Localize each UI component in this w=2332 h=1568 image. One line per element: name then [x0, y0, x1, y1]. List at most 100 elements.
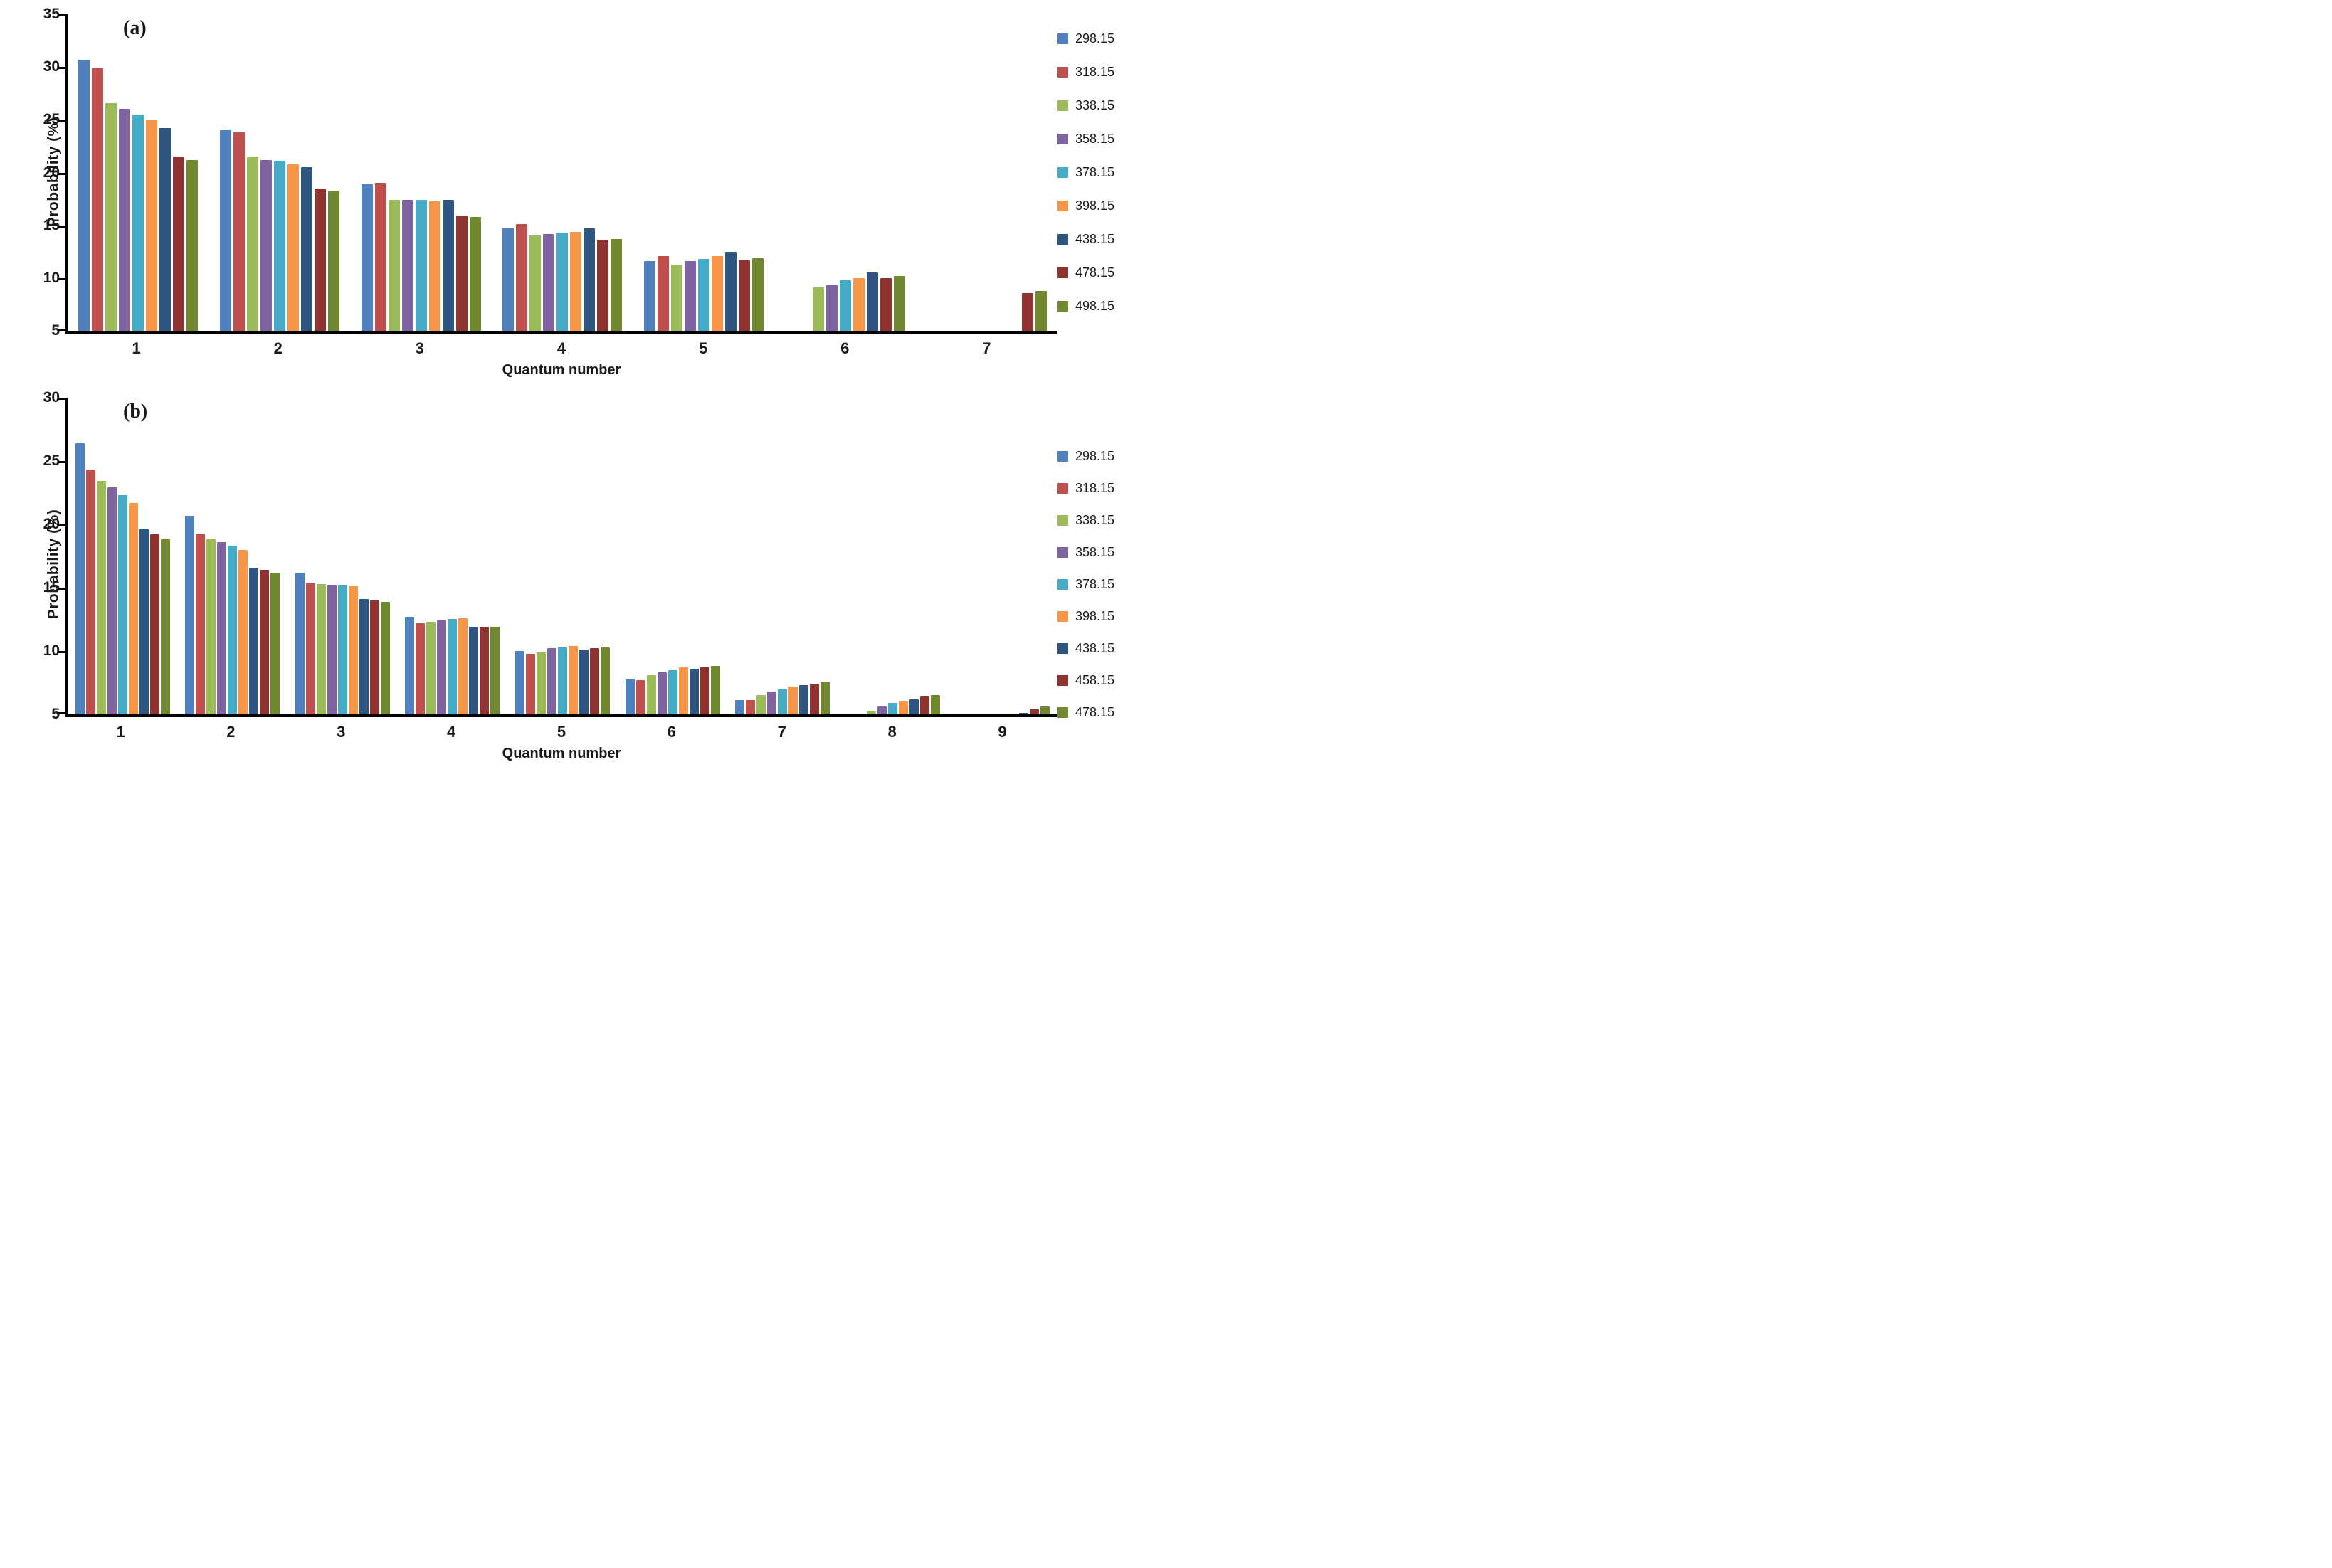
legend-label: 358.15 [1075, 131, 1115, 146]
y-tick-mark [58, 651, 65, 653]
bar [700, 667, 709, 714]
legend-swatch-icon [1057, 300, 1068, 312]
bar-group [405, 398, 500, 714]
panel-b-x-tick-labels: 1 2 3 4 5 6 7 8 9 [65, 723, 1057, 741]
bar [159, 128, 172, 331]
legend-item: 358.15 [1057, 132, 1166, 146]
bar [380, 602, 390, 714]
bar [160, 539, 170, 714]
legend-swatch-icon [1057, 674, 1068, 686]
bar [185, 516, 195, 714]
bar [767, 692, 777, 714]
bar [315, 189, 327, 331]
legend-label: 378.15 [1075, 164, 1115, 179]
bar [132, 115, 144, 331]
bar [525, 654, 535, 714]
x-tick-label: 2 [226, 723, 236, 741]
bar [909, 699, 919, 714]
legend-swatch-icon [1057, 482, 1068, 494]
legend-label: 438.15 [1075, 640, 1115, 655]
bar [428, 201, 440, 331]
panel-b-bars [68, 398, 1057, 714]
legend-item: 298.15 [1057, 31, 1166, 46]
x-tick-label: 1 [116, 723, 125, 741]
bar-group [644, 14, 764, 331]
bar [752, 258, 764, 331]
bar [898, 701, 908, 714]
y-tick-label: 20 [43, 164, 60, 181]
x-tick-label: 7 [982, 339, 991, 357]
legend-label: 298.15 [1075, 448, 1115, 463]
bar [1040, 706, 1050, 714]
panel-b-plot-column: (b) 1 2 3 4 5 6 7 8 9 Quantum number [58, 392, 1057, 784]
y-tick-mark [58, 277, 65, 280]
legend-item: 298.15 [1057, 449, 1166, 463]
bar [657, 672, 667, 714]
legend-item: 478.15 [1057, 705, 1166, 719]
bar [893, 276, 905, 331]
bar [812, 287, 824, 331]
legend-label: 478.15 [1075, 265, 1115, 280]
bar [301, 167, 313, 331]
y-tick-mark [58, 588, 65, 590]
bar-group [361, 14, 481, 331]
x-tick-label: 6 [840, 339, 850, 357]
bar [490, 627, 500, 714]
legend-item: 358.15 [1057, 545, 1166, 559]
panel-b-y-axis-ticks: 30 25 20 15 10 5 [26, 389, 65, 784]
bar-group [220, 14, 340, 331]
panel-a-bars [68, 14, 1057, 331]
y-tick-mark [58, 524, 65, 526]
x-tick-label: 2 [273, 339, 283, 357]
bar [821, 682, 830, 714]
x-tick-label: 8 [887, 723, 897, 741]
bar [502, 228, 515, 331]
bar [919, 696, 929, 714]
bar [228, 546, 238, 714]
legend-label: 438.15 [1075, 231, 1115, 246]
bar [337, 585, 347, 714]
legend-swatch-icon [1057, 450, 1068, 462]
bar [480, 627, 490, 714]
bar-group [185, 398, 280, 714]
bar [107, 487, 117, 714]
bar [238, 550, 248, 714]
bar [778, 689, 788, 714]
panel-a-y-axis-ticks: 35 30 25 20 15 10 5 [26, 0, 65, 392]
bar-group [845, 398, 940, 714]
y-tick-mark [58, 14, 65, 16]
bar [516, 224, 528, 331]
bar [644, 261, 656, 331]
bar [149, 534, 159, 714]
bar-group [295, 398, 390, 714]
y-tick-label: 30 [43, 58, 60, 75]
panel-b-label: (b) [123, 401, 148, 423]
bar [1019, 713, 1029, 714]
bar [635, 680, 645, 714]
y-tick-mark [58, 225, 65, 228]
bar-group [515, 398, 610, 714]
panel-b-x-axis-title: Quantum number [502, 746, 621, 761]
legend-label: 318.15 [1075, 64, 1115, 79]
legend-label: 398.15 [1075, 198, 1115, 213]
legend-item: 318.15 [1057, 65, 1166, 79]
panel-b: Probability (%) 30 25 20 15 10 5 (b) 1 2 3 4 5 6 7 8… [0, 389, 1166, 784]
x-tick-label: 5 [699, 339, 708, 357]
bar [374, 183, 386, 331]
bar [328, 191, 340, 331]
y-tick-label: 5 [51, 322, 60, 339]
bar [887, 703, 897, 714]
bar [584, 228, 596, 331]
y-tick-label: 10 [43, 269, 60, 286]
bar [146, 120, 158, 331]
bar [327, 585, 337, 714]
x-tick-label: 3 [415, 339, 424, 357]
legend-swatch-icon [1057, 706, 1068, 718]
bar [671, 265, 683, 331]
legend-swatch-icon [1057, 66, 1068, 78]
panel-a-plot-area: (a) [58, 14, 1057, 334]
bar [685, 261, 697, 331]
bar [710, 666, 720, 714]
panel-b-plot-area: (b) [58, 398, 1057, 717]
x-tick-label: 4 [446, 723, 456, 741]
